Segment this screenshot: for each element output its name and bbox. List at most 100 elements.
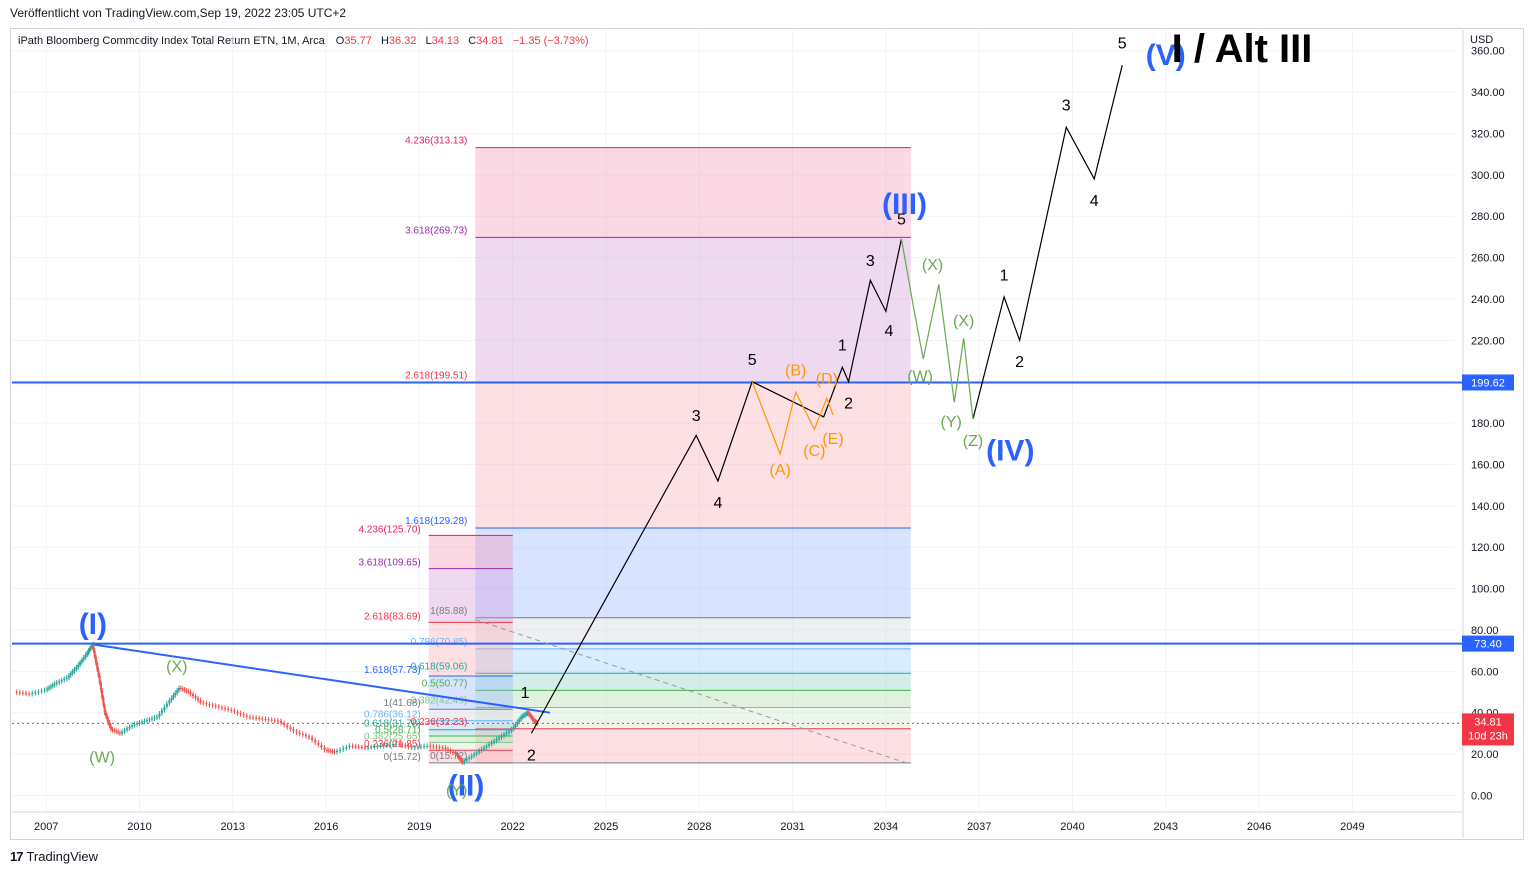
candle-body	[136, 723, 139, 725]
fib-large-label: 0.5(50.77)	[422, 678, 468, 689]
candle-body	[465, 759, 468, 761]
fib-small-zone	[428, 622, 513, 677]
candle-body	[126, 728, 129, 731]
candle-body	[236, 711, 239, 714]
fib-large-label: 4.236(313.13)	[405, 136, 467, 147]
wave-label: (D)	[816, 371, 838, 388]
candle-body	[311, 737, 314, 741]
wave-label: 1	[838, 338, 847, 355]
candle-body	[283, 723, 286, 726]
wave-label: 2	[527, 747, 536, 764]
candle-body	[345, 747, 348, 749]
candle-body	[113, 730, 116, 732]
candle-body	[333, 751, 336, 753]
candle-body	[320, 744, 323, 748]
x-tick-label: 2016	[314, 821, 338, 833]
fib-large-label: 0.618(59.06)	[411, 661, 468, 672]
candle-body	[117, 731, 120, 733]
candle-body	[382, 745, 385, 747]
candle-body	[123, 730, 126, 732]
high-value: H36.32	[380, 35, 417, 47]
candle-body	[258, 718, 261, 720]
candle-body	[460, 759, 463, 761]
wave-path-green	[900, 238, 974, 420]
wave-label: (E)	[822, 431, 843, 448]
x-tick-label: 2019	[407, 821, 431, 833]
candle-body	[97, 669, 100, 676]
symbol-legend[interactable]: iPath Bloomberg Commodity Index Total Re…	[18, 35, 595, 47]
candle-body	[264, 718, 267, 720]
fib-large-label: 0.236(32.23)	[411, 717, 468, 728]
x-tick-label: 2031	[780, 821, 804, 833]
candle-body	[360, 747, 363, 749]
candle-body	[505, 732, 508, 735]
low-value: L34.13	[425, 35, 460, 47]
candle-body	[351, 745, 354, 747]
wave-label: (A)	[769, 462, 790, 479]
fib-small-label: 0.786(36.12)	[364, 710, 421, 721]
fib-large-zone	[475, 237, 911, 383]
candle-body	[87, 650, 90, 653]
candle-body	[530, 716, 533, 718]
candle-body	[526, 712, 529, 714]
candle-body	[58, 681, 61, 683]
candle-body	[205, 703, 208, 705]
x-tick-label: 2043	[1154, 821, 1178, 833]
candle-body	[187, 691, 190, 693]
x-tick-label: 2034	[874, 821, 898, 833]
candle-body	[458, 757, 461, 760]
candle-body	[502, 734, 505, 736]
candle-body	[111, 729, 114, 731]
y-tick-label: 160.00	[1471, 459, 1505, 471]
candle-body	[335, 750, 338, 753]
candle-body	[176, 690, 179, 693]
candle-body	[158, 713, 161, 717]
candle-body	[172, 695, 175, 698]
wave-label: 3	[692, 408, 701, 425]
candle-body	[199, 700, 202, 703]
candle-body	[128, 726, 131, 729]
candle-body	[89, 646, 92, 649]
candle-body	[498, 737, 501, 740]
candle-body	[273, 720, 276, 722]
chart-frame[interactable]	[10, 28, 1524, 840]
chart-title: I / Alt III	[1172, 27, 1313, 71]
candle-body	[73, 669, 76, 672]
wave-label: (III)	[882, 188, 927, 221]
fib-large-zone	[475, 690, 911, 708]
wave-path-orange	[751, 381, 834, 457]
candle-body	[224, 708, 227, 710]
fib-small-label: 1(41.68)	[383, 698, 420, 709]
candle-body	[46, 688, 49, 690]
wave-label: (I)	[79, 608, 107, 641]
wave-label: (Z)	[963, 433, 983, 450]
y-tick-label: 280.00	[1471, 211, 1505, 223]
fib-large-label: 0.786(70.85)	[411, 637, 468, 648]
current-price-tag	[1462, 713, 1514, 746]
current-price-countdown: 10d 23h	[1468, 730, 1508, 742]
candle-body	[121, 731, 124, 734]
candle-body	[261, 718, 264, 720]
x-tick-label: 2013	[221, 821, 245, 833]
candle-body	[363, 747, 366, 749]
fib-large-label: 1.618(129.28)	[405, 516, 467, 527]
candle-body	[104, 712, 107, 717]
fib-small-zone	[428, 736, 513, 743]
fib-small-zone	[428, 742, 513, 751]
symbol-name: iPath Bloomberg Commodity Index Total Re…	[18, 35, 325, 47]
candle-body	[96, 663, 99, 670]
candle-body	[15, 692, 18, 694]
candle-body	[280, 720, 283, 724]
candle-body	[444, 747, 447, 750]
candle-body	[522, 715, 525, 717]
y-tick-label: 300.00	[1471, 170, 1505, 182]
candle-body	[178, 687, 181, 691]
y-tick-label: 120.00	[1471, 542, 1505, 554]
candle-body	[518, 719, 521, 722]
horizontal-line-tag	[1462, 374, 1514, 391]
candle-body	[468, 757, 471, 760]
candle-body	[295, 731, 298, 733]
candle-body	[230, 709, 233, 711]
candle-body	[174, 692, 177, 696]
